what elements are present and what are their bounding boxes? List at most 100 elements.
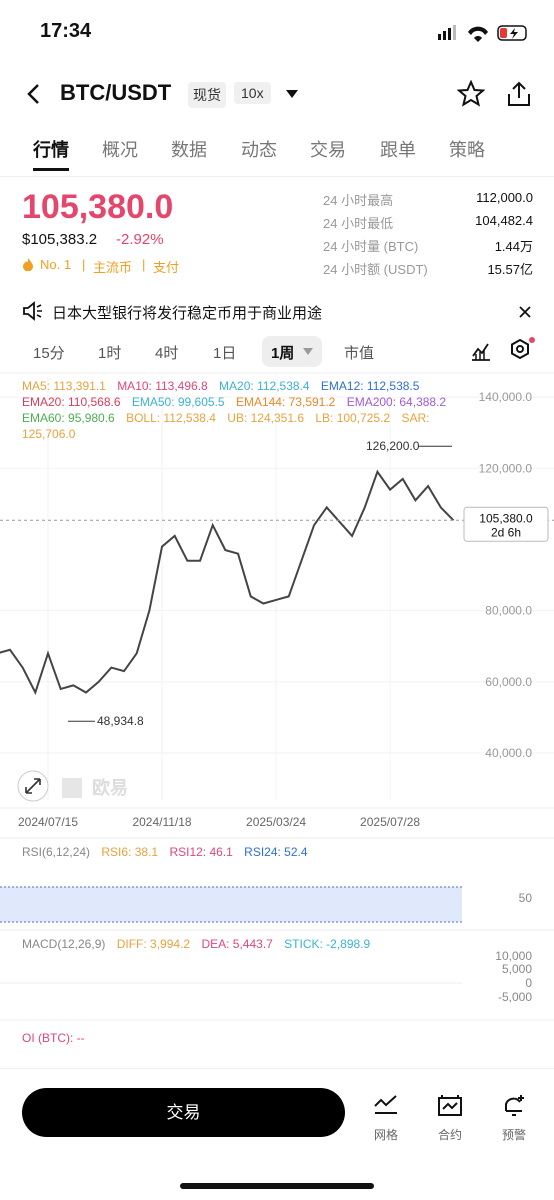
close-news[interactable] — [518, 305, 532, 319]
watermark: 欧易 — [92, 777, 128, 798]
last-price: 105,380.0 — [22, 188, 174, 226]
x-tick-label: 2024/11/18 — [132, 815, 191, 829]
indicator-value: DEA: 5,443.7 — [201, 937, 273, 951]
indicator-value: MA5: 113,391.1 — [22, 379, 106, 393]
countdown-label: 2d 6h — [491, 525, 521, 539]
rsi-tick-label: 50 — [519, 891, 533, 905]
indicator-value: MA10: 113,496.8 — [117, 379, 208, 393]
macd-indicators: MACD(12,26,9) DIFF: 3,994.2 DEA: 5,443.7… — [22, 936, 522, 952]
indicator-value: RSI24: 52.4 — [244, 845, 308, 859]
indicator-value: SAR: 125,706.0 — [22, 411, 430, 441]
category-tag[interactable]: 支付 — [153, 260, 180, 275]
alert-icon[interactable] — [500, 1092, 528, 1118]
tab[interactable]: 概况 — [102, 140, 138, 160]
macd-tick-label: 0 — [525, 976, 532, 990]
x-tick-label: 2024/07/15 — [18, 815, 78, 829]
stat-label: 24 小时额 (USDT) — [323, 262, 428, 277]
share-button[interactable] — [506, 80, 532, 108]
back-button[interactable] — [24, 82, 44, 106]
leverage-chip[interactable]: 10x — [234, 82, 271, 104]
high-label: 126,200.0 — [366, 439, 420, 453]
indicator-value: EMA20: 110,568.6 — [22, 395, 121, 409]
rsi-band — [0, 887, 462, 922]
macd-tick-label: 5,000 — [502, 962, 532, 976]
status-time: 17:34 — [40, 20, 92, 42]
indicator-value: LB: 100,725.2 — [315, 411, 391, 425]
tab[interactable]: 数据 — [171, 140, 207, 160]
stat-value: 1.44万 — [494, 239, 533, 254]
indicator-value: EMA60: 95,980.6 — [22, 411, 115, 425]
stat-label: 24 小时最低 — [323, 216, 394, 231]
y-tick-label: 80,000.0 — [485, 604, 532, 618]
tab-underline — [33, 168, 69, 171]
macd-tick-label: 10,000 — [495, 949, 532, 963]
interval-selected[interactable]: 1周 — [271, 345, 295, 362]
y-tick-label: 120,000.0 — [479, 461, 533, 475]
stat-value: 15.57亿 — [487, 262, 533, 277]
tab[interactable]: 交易 — [310, 140, 346, 160]
indicator-value: EMA50: 99,605.5 — [131, 395, 225, 409]
y-tick-label: 40,000.0 — [485, 746, 532, 760]
low-label: 48,934.8 — [97, 714, 144, 728]
grid-icon[interactable] — [372, 1092, 400, 1118]
main-indicators: MA5: 113,391.1 MA10: 113,496.8 MA20: 112… — [22, 378, 467, 442]
interval[interactable]: 市值 — [344, 345, 375, 362]
y-tick-label: 140,000.0 — [479, 390, 533, 404]
indicator-value: MA20: 112,538.4 — [219, 379, 310, 393]
rsi-indicators: RSI(6,12,24) RSI6: 38.1 RSI12: 46.1 RSI2… — [22, 844, 522, 860]
tab[interactable]: 策略 — [449, 140, 485, 160]
watermark-logo — [62, 778, 82, 798]
contract-label[interactable]: 合约 — [437, 1128, 462, 1142]
interval[interactable]: 4时 — [155, 345, 179, 362]
current-price-box — [463, 506, 549, 542]
indicator-value: RSI6: 38.1 — [101, 845, 159, 859]
favorite-star[interactable] — [457, 80, 485, 108]
oi-indicator: OI (BTC): -- — [22, 1030, 522, 1046]
interval-dropdown[interactable] — [302, 347, 314, 357]
stat-value: 104,482.4 — [475, 213, 533, 228]
divider — [0, 176, 554, 177]
interval[interactable]: 15分 — [33, 345, 65, 362]
price-change: -2.92% — [116, 231, 164, 248]
pair-name[interactable]: BTC/USDT — [60, 80, 172, 105]
indicator-value: EMA12: 112,538.5 — [320, 379, 420, 393]
macd-tick-label: -5,000 — [498, 990, 532, 1004]
tab[interactable]: 跟单 — [380, 140, 416, 160]
trade-button[interactable]: 交易 — [22, 1088, 345, 1137]
tab[interactable]: 行情 — [33, 140, 69, 160]
interval[interactable]: 1日 — [213, 345, 237, 362]
indicator-value: EMA200: 64,388.2 — [346, 395, 447, 409]
stat-value: 112,000.0 — [476, 190, 533, 205]
interval-chip[interactable] — [262, 336, 322, 367]
flame-icon — [23, 258, 33, 271]
tag-separator: | — [142, 257, 146, 272]
indicator-value: UB: 124,351.6 — [227, 411, 305, 425]
indicator-button[interactable] — [470, 340, 492, 362]
x-tick-label: 2025/07/28 — [360, 815, 420, 829]
interval[interactable]: 1时 — [98, 345, 122, 362]
grid-label[interactable]: 网格 — [373, 1128, 398, 1142]
stat-label: 24 小时量 (BTC) — [323, 239, 419, 254]
settings-button[interactable] — [508, 336, 538, 364]
indicator-value: MACD(12,26,9) — [22, 937, 106, 951]
alert-label[interactable]: 预警 — [501, 1128, 526, 1142]
category-tag[interactable]: 主流币 — [93, 260, 133, 275]
news-text[interactable]: 日本大型银行将发行稳定币用于商业用途 — [52, 305, 323, 322]
market-chip: 现货 — [188, 82, 226, 108]
indicator-value: DIFF: 3,994.2 — [116, 937, 191, 951]
x-tick-label: 2025/03/24 — [246, 815, 306, 829]
tab[interactable]: 动态 — [241, 140, 277, 160]
home-indicator — [180, 1183, 374, 1189]
contract-icon[interactable] — [436, 1092, 464, 1118]
pair-dropdown[interactable] — [284, 88, 300, 100]
fiat-price: $105,383.2 — [22, 231, 98, 248]
price-line — [0, 469, 455, 696]
tag-separator: | — [82, 257, 86, 272]
indicator-value: EMA144: 73,591.2 — [235, 395, 336, 409]
rank-tag[interactable]: No. 1 — [40, 257, 72, 272]
indicator-value: RSI(6,12,24) — [22, 845, 91, 859]
news-icon — [23, 301, 42, 321]
